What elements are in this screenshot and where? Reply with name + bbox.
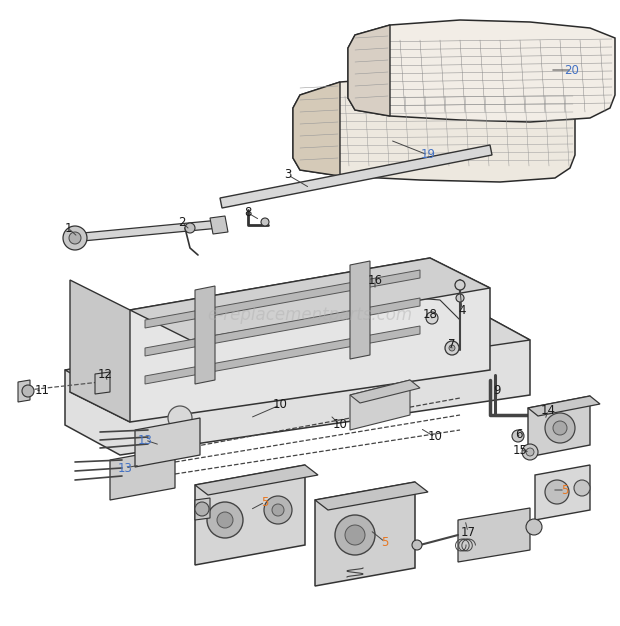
Text: 4: 4: [458, 304, 466, 317]
Text: 3: 3: [285, 168, 291, 182]
Circle shape: [195, 502, 209, 516]
Polygon shape: [210, 216, 228, 234]
Text: 13: 13: [138, 433, 153, 446]
Circle shape: [526, 448, 534, 456]
Text: 11: 11: [35, 384, 50, 396]
Polygon shape: [18, 380, 30, 402]
Polygon shape: [145, 326, 420, 384]
Polygon shape: [293, 82, 340, 176]
Text: 5: 5: [561, 483, 569, 496]
Text: 14: 14: [541, 404, 556, 416]
Text: 12: 12: [97, 369, 112, 381]
Polygon shape: [350, 261, 370, 359]
Polygon shape: [195, 465, 305, 565]
Circle shape: [522, 444, 538, 460]
Circle shape: [69, 232, 81, 244]
Text: 8: 8: [244, 207, 252, 220]
Text: 19: 19: [420, 148, 435, 162]
Polygon shape: [130, 258, 490, 340]
Polygon shape: [65, 310, 530, 455]
Circle shape: [449, 345, 455, 351]
Polygon shape: [95, 372, 110, 394]
Polygon shape: [220, 145, 492, 208]
Polygon shape: [348, 25, 390, 116]
Text: 13: 13: [118, 461, 133, 475]
Text: 5: 5: [381, 535, 389, 548]
Circle shape: [412, 540, 422, 550]
Circle shape: [217, 512, 233, 528]
Polygon shape: [315, 482, 415, 586]
Text: 15: 15: [513, 443, 528, 456]
Circle shape: [272, 504, 284, 516]
Polygon shape: [110, 448, 175, 500]
Text: 5: 5: [261, 496, 268, 508]
Polygon shape: [293, 76, 575, 182]
Text: 10: 10: [332, 419, 347, 431]
Circle shape: [345, 525, 365, 545]
Text: 10: 10: [428, 431, 443, 443]
Circle shape: [545, 480, 569, 504]
Polygon shape: [72, 220, 220, 242]
Text: 6: 6: [515, 429, 523, 441]
Text: e-replacementparts.com: e-replacementparts.com: [208, 306, 412, 324]
Text: 2: 2: [179, 215, 186, 228]
Circle shape: [574, 480, 590, 496]
Text: 18: 18: [423, 309, 438, 322]
Polygon shape: [350, 380, 420, 403]
Circle shape: [512, 430, 524, 442]
Polygon shape: [195, 498, 210, 520]
Polygon shape: [70, 258, 490, 422]
Text: 7: 7: [448, 339, 456, 352]
Circle shape: [455, 280, 465, 290]
Circle shape: [426, 312, 438, 324]
Polygon shape: [350, 380, 410, 430]
Polygon shape: [145, 298, 420, 356]
Circle shape: [22, 385, 34, 397]
Circle shape: [185, 223, 195, 233]
Text: 17: 17: [461, 525, 476, 538]
Polygon shape: [135, 418, 200, 467]
Polygon shape: [315, 482, 428, 510]
Text: 9: 9: [494, 384, 501, 396]
Circle shape: [335, 515, 375, 555]
Polygon shape: [70, 280, 130, 422]
Polygon shape: [528, 396, 590, 457]
Circle shape: [545, 413, 575, 443]
Polygon shape: [535, 465, 590, 520]
Circle shape: [63, 226, 87, 250]
Circle shape: [168, 406, 192, 430]
Polygon shape: [458, 508, 530, 562]
Circle shape: [445, 341, 459, 355]
Polygon shape: [348, 20, 615, 122]
Text: 16: 16: [368, 274, 383, 287]
Circle shape: [456, 294, 464, 302]
Text: 20: 20: [565, 63, 580, 76]
Circle shape: [526, 519, 542, 535]
Text: 1: 1: [64, 222, 72, 235]
Polygon shape: [65, 310, 530, 400]
Polygon shape: [528, 396, 600, 416]
Circle shape: [261, 218, 269, 226]
Polygon shape: [195, 465, 318, 495]
Circle shape: [553, 421, 567, 435]
Text: 10: 10: [273, 399, 288, 411]
Polygon shape: [195, 286, 215, 384]
Circle shape: [264, 496, 292, 524]
Circle shape: [207, 502, 243, 538]
Polygon shape: [145, 270, 420, 328]
